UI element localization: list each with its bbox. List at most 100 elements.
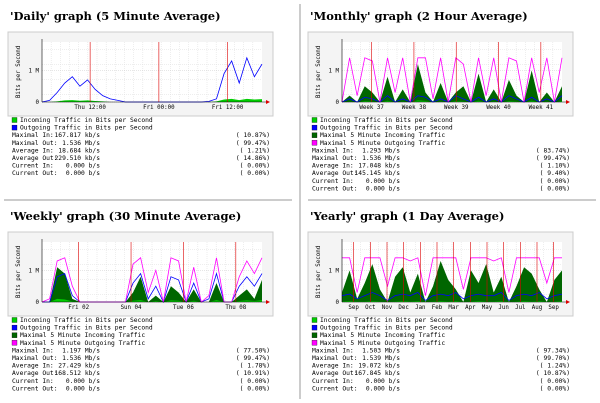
x-tick-label: Apr	[465, 305, 476, 311]
legend-label: Incoming Traffic in Bits per Second	[20, 117, 153, 124]
stat-value: 1.503 Mb/s	[362, 347, 400, 354]
stat-label: Maximal Out:	[12, 355, 58, 362]
traffic-area	[42, 267, 262, 302]
x-tick-label: Dec	[398, 305, 408, 311]
graph-panel: 'Monthly' graph (2 Hour Average) 0 1 M Bits…	[307, 9, 574, 192]
y-tick-label: 0	[336, 100, 340, 106]
graph-panel: 'Weekly' graph (30 Minute Average) 0 1 M Bi…	[7, 209, 274, 392]
x-tick-label: Jan	[415, 305, 425, 311]
x-tick-label: Fri 02	[68, 305, 89, 311]
stat-label: Maximal In:	[12, 347, 54, 354]
stat-percent: ( 99.70%)	[536, 355, 570, 362]
stat-label: Average Out:	[312, 370, 358, 377]
axis-arrow	[566, 300, 570, 304]
y-tick-label: 0	[36, 100, 40, 106]
legend-swatch	[11, 117, 18, 123]
stat-percent: ( 0.00%)	[540, 378, 570, 385]
legend-label: Maximal 5 Minute Incoming Traffic	[320, 332, 445, 339]
x-tick-label: Week 39	[444, 105, 469, 111]
x-tick-label: Oct	[365, 305, 375, 311]
graph-title: 'Daily' graph (5 Minute Average)	[10, 9, 221, 23]
legend-swatch	[11, 332, 18, 338]
x-tick-label: Fri 00:00	[143, 105, 175, 111]
x-tick-label: Fri 12:00	[212, 105, 244, 111]
y-tick-label: 1 M	[329, 268, 340, 274]
legend-label: Outgoing Traffic in Bits per Second	[320, 325, 453, 332]
stat-percent: ( 9.40%)	[540, 170, 570, 177]
stat-label: Current Out:	[312, 185, 358, 192]
stat-percent: ( 99.47%)	[236, 355, 270, 362]
stat-value: 145.145 kb/s	[355, 170, 401, 177]
legend-swatch	[11, 324, 18, 331]
x-tick-label: Tue 06	[173, 305, 194, 311]
legend-label: Maximal 5 Minute Incoming Traffic	[20, 332, 145, 339]
stat-value: 0.000 b/s	[66, 385, 100, 392]
stat-percent: ( 1.10%)	[540, 163, 570, 170]
stat-percent: ( 0.00%)	[240, 163, 270, 170]
stat-value: 1.293 Mb/s	[362, 147, 400, 154]
stat-label: Average In:	[12, 363, 54, 370]
stat-percent: ( 10.87%)	[236, 132, 270, 139]
stat-percent: ( 0.00%)	[240, 170, 270, 177]
stat-value: 167.845 kb/s	[355, 370, 401, 377]
x-tick-label: Aug	[532, 305, 542, 311]
stat-label: Average Out:	[12, 370, 58, 377]
legend-label: Outgoing Traffic in Bits per Second	[20, 125, 153, 132]
stat-label: Maximal Out:	[312, 155, 358, 162]
stat-percent: ( 99.47%)	[236, 140, 270, 147]
legend-label: Outgoing Traffic in Bits per Second	[320, 125, 453, 132]
stat-value: 0.000 b/s	[366, 185, 400, 192]
stat-value: 0.000 b/s	[366, 385, 400, 392]
stat-percent: ( 83.74%)	[536, 147, 570, 154]
legend-label: Maximal 5 Minute Outgoing Traffic	[20, 340, 145, 347]
y-axis-label: Bits per Second	[316, 46, 322, 98]
traffic-area	[342, 100, 562, 102]
stat-value: 229.510 kb/s	[55, 155, 101, 162]
stat-label: Average Out:	[12, 155, 58, 162]
stat-percent: ( 1.21%)	[240, 147, 270, 154]
x-tick-label: Sep	[548, 305, 559, 311]
stat-value: 167.817 kb/s	[55, 132, 101, 139]
x-tick-label: Sun 04	[121, 305, 142, 311]
legend-swatch	[11, 124, 18, 131]
x-tick-label: Week 37	[359, 105, 384, 111]
stat-label: Average Out:	[312, 170, 358, 177]
stat-value: 1.536 Mb/s	[62, 140, 100, 147]
traffic-area	[42, 298, 262, 302]
stat-label: Current In:	[312, 178, 354, 185]
stat-value: 18.684 kb/s	[58, 147, 100, 154]
graph-title: 'Monthly' graph (2 Hour Average)	[310, 9, 528, 23]
traffic-line	[341, 57, 563, 103]
axis-arrow	[566, 100, 570, 104]
legend-swatch	[11, 340, 18, 346]
traffic-line	[341, 95, 563, 103]
stat-label: Current In:	[12, 378, 54, 385]
stat-value: 0.000 b/s	[366, 378, 400, 385]
legend-label: Incoming Traffic in Bits per Second	[320, 117, 453, 124]
x-tick-label: Week 41	[529, 105, 554, 111]
y-tick-label: 1 M	[29, 68, 40, 74]
stat-label: Maximal In:	[12, 132, 54, 139]
legend-swatch	[11, 317, 18, 323]
y-axis-label: Bits per Second	[316, 246, 322, 298]
stat-percent: ( 0.00%)	[540, 385, 570, 392]
graph-title: 'Weekly' graph (30 Minute Average)	[10, 209, 241, 223]
stat-label: Average In:	[312, 163, 354, 170]
stat-value: 17.048 kb/s	[358, 163, 400, 170]
traffic-area	[42, 98, 262, 102]
stat-label: Maximal Out:	[312, 355, 358, 362]
traffic-line	[341, 292, 563, 301]
stat-label: Maximal In:	[312, 347, 354, 354]
stat-percent: ( 10.91%)	[236, 370, 270, 377]
stat-percent: ( 97.34%)	[536, 347, 570, 354]
axis-arrow	[266, 300, 270, 304]
stat-percent: ( 10.87%)	[536, 370, 570, 377]
legend-label: Incoming Traffic in Bits per Second	[320, 317, 453, 324]
stat-value: 0.000 b/s	[66, 163, 100, 170]
legend-swatch	[311, 340, 318, 346]
stat-label: Average In:	[312, 363, 354, 370]
x-tick-label: Sep	[348, 305, 359, 311]
stat-percent: ( 99.47%)	[536, 155, 570, 162]
legend-label: Maximal 5 Minute Incoming Traffic	[320, 132, 445, 139]
